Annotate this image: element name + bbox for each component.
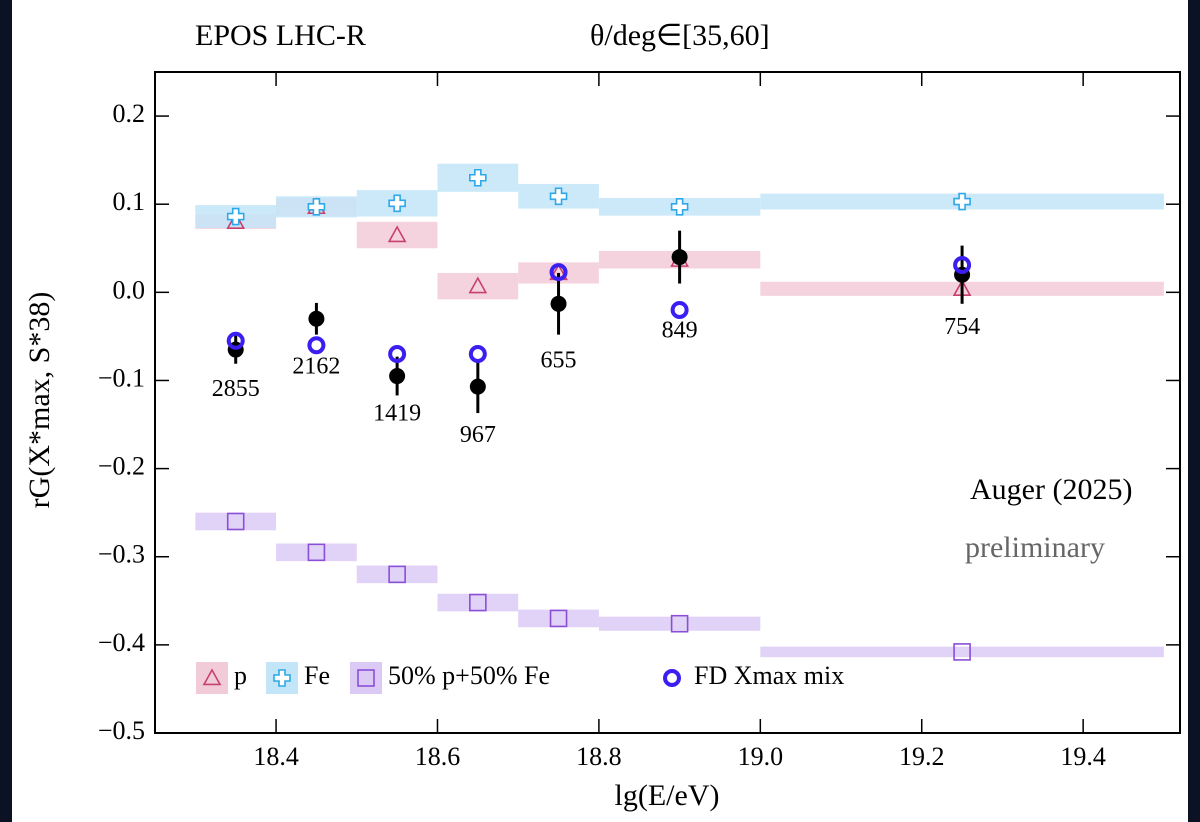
x-tick-label: 18.4 [253, 742, 299, 771]
annotation: Auger (2025) [970, 473, 1132, 506]
band [518, 609, 599, 628]
data-point [308, 310, 325, 327]
legend-label: 50% p+50% Fe [388, 661, 550, 690]
band [598, 616, 761, 631]
marker [953, 256, 972, 275]
marker [307, 198, 326, 216]
legend-marker [663, 669, 681, 687]
marker [549, 263, 568, 282]
marker [549, 187, 568, 206]
y-tick-label: −0.2 [98, 452, 145, 481]
legend-marker [273, 669, 291, 687]
marker [388, 194, 406, 213]
y-tick-label: −0.3 [98, 540, 145, 569]
legend-swatch [196, 662, 228, 694]
marker [469, 168, 487, 187]
y-tick-label: −0.4 [98, 628, 145, 657]
x-tick-label: 18.6 [415, 742, 461, 771]
legend-label: p [234, 661, 247, 690]
panel [12, 0, 1188, 822]
marker [468, 345, 487, 364]
marker [469, 593, 487, 612]
x-tick-label: 19.4 [1060, 742, 1106, 771]
marker [387, 225, 407, 243]
band [437, 593, 519, 612]
chart-subtitle: θ/deg∈[35,60] [590, 19, 770, 52]
marker [307, 543, 326, 562]
data-point [469, 378, 486, 395]
legend-marker [357, 669, 375, 687]
y-axis-label: rG(X*max, S*38) [23, 292, 56, 509]
legend-label: Fe [304, 661, 330, 690]
y-tick-label: −0.5 [98, 716, 145, 745]
data-point [389, 368, 406, 385]
plot-frame [154, 71, 1181, 734]
y-tick-label: −0.1 [98, 363, 145, 392]
legend-swatch [350, 662, 382, 694]
marker [388, 565, 406, 584]
legend-marker [202, 668, 222, 686]
chart-title: EPOS LHC-R [195, 19, 366, 52]
marker [953, 643, 971, 661]
marker [226, 207, 245, 226]
count-label: 2855 [212, 376, 260, 402]
band [195, 512, 277, 531]
count-label: 849 [662, 318, 698, 344]
count-label: 2162 [292, 353, 340, 379]
marker [670, 198, 689, 216]
marker [549, 609, 568, 628]
band [356, 565, 438, 584]
marker [226, 512, 245, 531]
count-label: 967 [460, 422, 496, 448]
marker [468, 276, 488, 294]
count-label: 655 [541, 347, 577, 373]
marker [307, 336, 326, 355]
annotation: preliminary [965, 531, 1105, 564]
data-point [550, 295, 567, 312]
x-tick-label: 19.0 [738, 742, 784, 771]
legend-label: FD Xmax mix [694, 661, 844, 690]
marker [670, 300, 689, 319]
marker [388, 345, 407, 364]
marker [670, 614, 689, 633]
band [276, 543, 357, 562]
x-tick-label: 18.8 [576, 742, 622, 771]
count-label: 754 [944, 314, 980, 340]
y-tick-label: 0.2 [113, 99, 146, 128]
y-tick-label: 0.1 [113, 187, 146, 216]
marker [953, 192, 971, 211]
marker [226, 331, 245, 350]
x-axis-label: lg(E/eV) [615, 779, 720, 812]
x-tick-label: 19.2 [899, 742, 945, 771]
count-label: 1419 [373, 401, 421, 427]
data-point [671, 249, 688, 266]
y-tick-label: 0.0 [113, 275, 146, 304]
band [760, 646, 1164, 658]
marker [226, 212, 246, 230]
